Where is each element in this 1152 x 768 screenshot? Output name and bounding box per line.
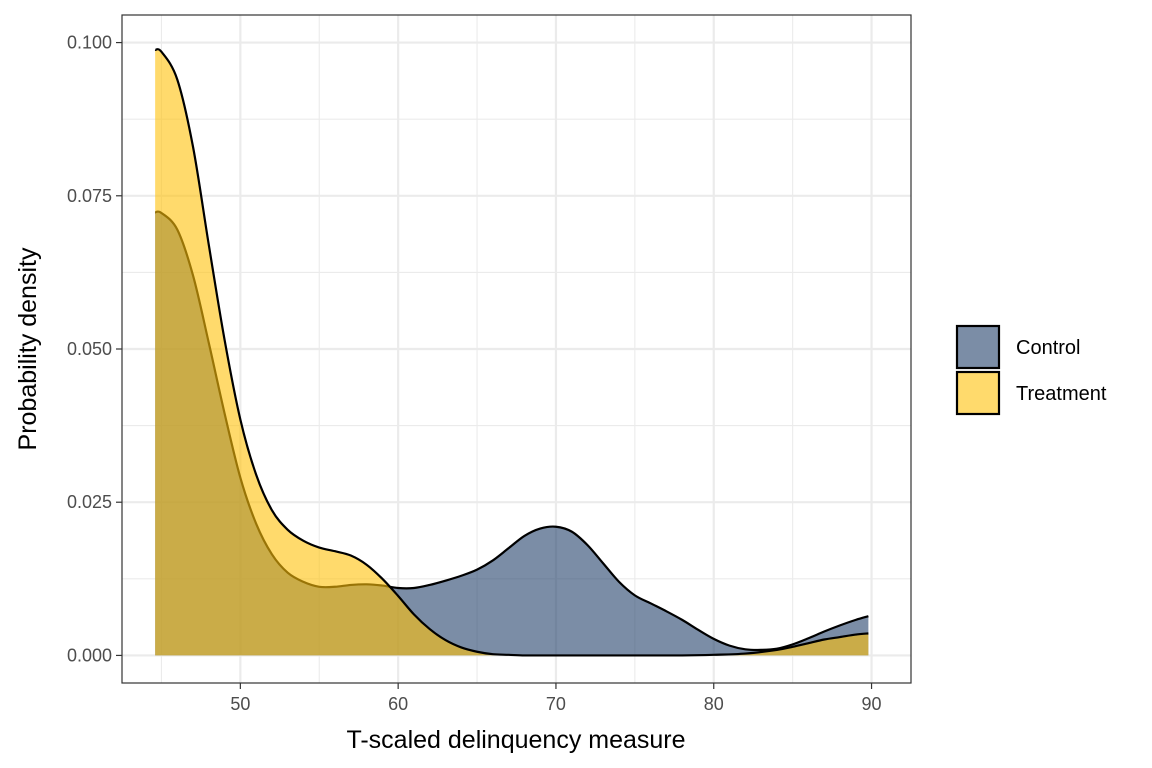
x-tick-label: 80 xyxy=(704,694,724,714)
density-areas xyxy=(154,48,869,657)
legend-label-treatment: Treatment xyxy=(1016,383,1107,405)
density-area-treatment xyxy=(155,49,869,656)
y-tick-label: 0.100 xyxy=(67,33,112,53)
legend-key-control xyxy=(955,324,1001,370)
legend-key-treatment xyxy=(955,370,1001,416)
y-axis-title: Probability density xyxy=(14,247,42,450)
y-tick-label: 0.075 xyxy=(67,186,112,206)
x-tick-label: 70 xyxy=(546,694,566,714)
y-tick-label: 0.025 xyxy=(67,492,112,512)
x-axis-title: T-scaled delinquency measure xyxy=(346,726,685,754)
y-tick-label: 0.050 xyxy=(67,339,112,359)
x-axis: 50 60 70 80 90 xyxy=(230,683,882,714)
x-tick-label: 90 xyxy=(862,694,882,714)
legend-label-control: Control xyxy=(1016,337,1080,359)
legend: Control Treatment xyxy=(955,324,1107,416)
y-tick-label: 0.000 xyxy=(67,645,112,665)
y-axis: 0.000 0.025 0.050 0.075 0.100 xyxy=(67,33,122,665)
x-tick-label: 60 xyxy=(388,694,408,714)
x-tick-label: 50 xyxy=(230,694,250,714)
density-line-treatment xyxy=(154,48,869,657)
